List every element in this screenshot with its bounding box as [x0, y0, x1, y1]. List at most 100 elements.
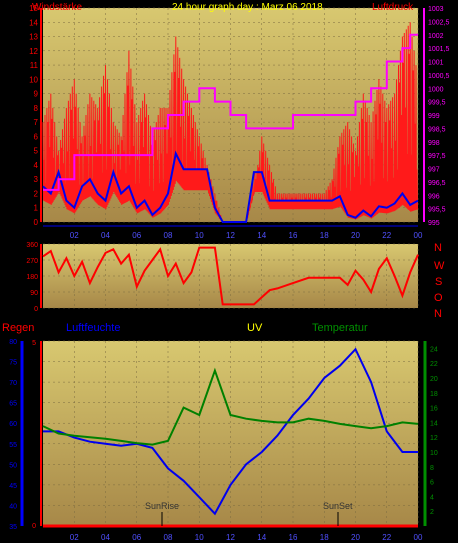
temperature-y-tick-label: 20: [430, 376, 438, 383]
wind-y-tick-label: 6: [34, 132, 39, 141]
pressure-y-tick-label: 998: [428, 140, 440, 147]
humidity-y-tick-label: 50: [9, 462, 17, 469]
direction-y-tick-label: 180: [26, 274, 38, 281]
axes: 0123456789101112131415995995,5996996,599…: [9, 4, 449, 542]
direction-y-tick-label: 270: [26, 258, 38, 265]
pressure-y-tick-label: 1001: [428, 60, 444, 67]
series-layer: [42, 22, 419, 528]
wind-y-tick-label: 4: [34, 161, 39, 170]
rain-y-tick-label: 5: [32, 340, 36, 347]
x-tick-label: 06: [132, 533, 141, 542]
wind-mean-line: [42, 150, 419, 223]
humidity-label: Luftfeuchte: [66, 322, 120, 334]
temperature-label: Temperatur: [312, 322, 368, 334]
humidity-y-tick-label: 55: [9, 442, 17, 449]
x-tick-label: 10: [195, 231, 204, 240]
wind-axis-label: Windstärke: [32, 2, 82, 13]
pressure-y-tick-label: 1001,5: [428, 46, 450, 53]
x-tick-label: 04: [101, 533, 110, 542]
compass-o: O: [434, 292, 443, 304]
x-tick-label: 10: [195, 533, 204, 542]
sunrise-label: SunRise: [145, 501, 179, 511]
humidity-y-tick-label: 80: [9, 339, 17, 346]
chart-title: 24 hour graph day : Marz 06 2018: [172, 2, 323, 13]
temperature-y-tick-label: 24: [430, 346, 438, 353]
temperature-y-tick-label: 18: [430, 391, 438, 398]
x-tick-label: 22: [382, 231, 391, 240]
rain-label: Regen: [2, 322, 34, 334]
pressure-y-tick-label: 1002: [428, 33, 444, 40]
pressure-y-tick-label: 998,5: [428, 126, 446, 133]
compass-s: S: [435, 276, 442, 288]
pressure-y-tick-label: 1002,5: [428, 19, 450, 26]
x-tick-label: 14: [257, 231, 266, 240]
x-tick-label: 02: [70, 231, 79, 240]
wind-y-tick-label: 11: [30, 61, 39, 70]
wind-y-tick-label: 12: [29, 47, 38, 56]
pressure-y-tick-label: 999,5: [428, 100, 446, 107]
wind-y-tick-label: 0: [34, 218, 39, 227]
humidity-y-tick-label: 70: [9, 380, 17, 387]
x-tick-label: 00: [414, 231, 423, 240]
wind-direction-line: [42, 246, 419, 306]
direction-y-tick-label: 90: [30, 290, 38, 297]
pressure-y-tick-label: 996,5: [428, 180, 446, 187]
temperature-y-tick-label: 22: [430, 361, 438, 368]
pressure-y-tick-label: 1003: [428, 6, 444, 13]
direction-y-tick-label: 360: [26, 242, 38, 249]
x-tick-label: 14: [257, 533, 266, 542]
wind-y-tick-label: 14: [29, 18, 38, 27]
wind-y-tick-label: 10: [29, 75, 38, 84]
x-tick-label: 18: [320, 533, 329, 542]
wind-y-tick-label: 8: [34, 104, 39, 113]
wind-y-tick-label: 1: [34, 204, 39, 213]
x-tick-label: 16: [289, 533, 298, 542]
x-tick-label: 08: [164, 533, 173, 542]
x-tick-label: 12: [226, 533, 235, 542]
x-tick-label: 20: [351, 533, 360, 542]
temperature-y-tick-label: 14: [430, 420, 438, 427]
humidity-y-tick-label: 60: [9, 421, 17, 428]
wind-y-tick-label: 5: [34, 147, 39, 156]
pressure-y-tick-label: 997: [428, 167, 440, 174]
pressure-y-tick-label: 996: [428, 193, 440, 200]
temperature-y-tick-label: 2: [430, 509, 434, 516]
x-tick-label: 04: [101, 231, 110, 240]
compass-n-top: N: [434, 242, 442, 254]
humidity-y-tick-label: 65: [9, 401, 17, 408]
plot-area-humidity: [43, 341, 418, 526]
pressure-y-tick-label: 1000,5: [428, 73, 450, 80]
humidity-y-tick-label: 35: [9, 524, 17, 531]
pressure-y-tick-label: 999: [428, 113, 440, 120]
humidity-line: [43, 347, 418, 516]
x-tick-label: 12: [226, 231, 235, 240]
direction-y-tick-label: 0: [34, 306, 38, 313]
x-tick-label: 06: [132, 231, 141, 240]
temperature-y-tick-label: 10: [430, 450, 438, 457]
pressure-y-tick-label: 997,5: [428, 153, 446, 160]
x-tick-label: 16: [289, 231, 298, 240]
compass-w: W: [434, 260, 445, 272]
pressure-y-tick-label: 1000: [428, 86, 444, 93]
humidity-y-tick-label: 40: [9, 503, 17, 510]
pressure-y-tick-label: 995: [428, 220, 440, 227]
humidity-y-tick-label: 45: [9, 483, 17, 490]
pressure-axis-label: Luftdruck: [372, 2, 414, 13]
x-tick-label: 18: [320, 231, 329, 240]
temperature-line: [42, 367, 419, 446]
rain-y-tick-label: 0: [32, 523, 36, 530]
temperature-y-tick-label: 8: [430, 465, 434, 472]
temperature-y-tick-label: 4: [430, 494, 434, 501]
temperature-y-tick-label: 16: [430, 406, 438, 413]
x-tick-label: 00: [414, 533, 423, 542]
wind-y-tick-label: 13: [29, 33, 38, 42]
wind-y-tick-label: 15: [29, 4, 38, 13]
pressure-line: [43, 33, 418, 191]
compass-n-bottom: N: [434, 308, 442, 320]
x-tick-label: 20: [351, 231, 360, 240]
wind-y-tick-label: 3: [34, 175, 39, 184]
humidity-y-tick-label: 75: [9, 360, 17, 367]
temperature-y-tick-label: 12: [430, 435, 438, 442]
uv-label: UV: [247, 322, 263, 334]
